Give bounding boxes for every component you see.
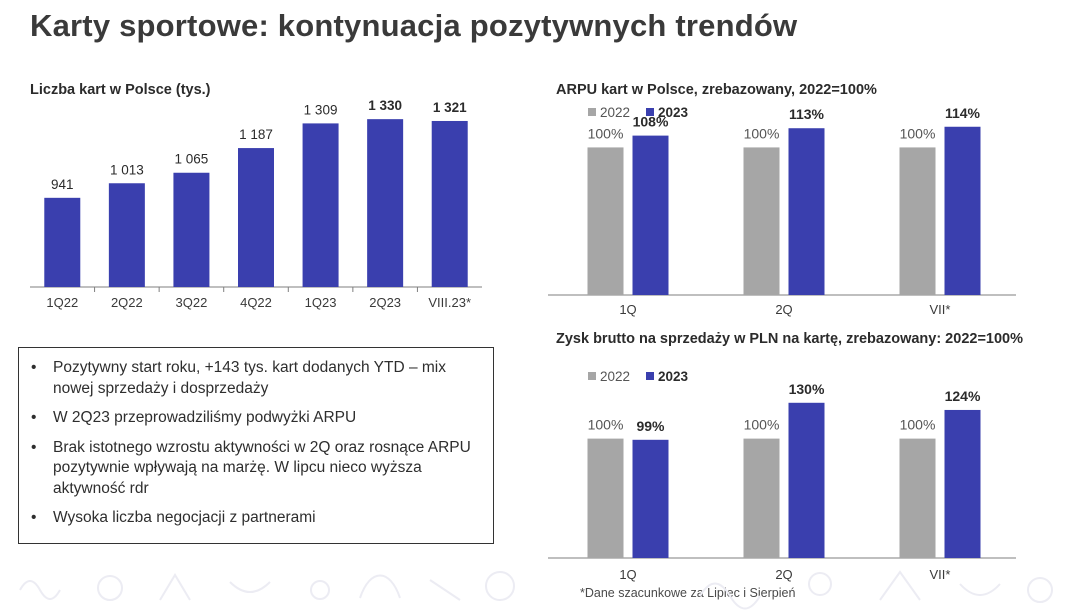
legend-label: 2022 xyxy=(600,105,630,120)
x-tick-label: VII* xyxy=(930,567,951,582)
data-label: 113% xyxy=(789,106,825,122)
bullet-item: • W 2Q23 przeprowadziliśmy podwyżki ARPU xyxy=(31,408,479,429)
chart-title-cards: Liczba kart w Polsce (tys.) xyxy=(30,82,211,98)
x-tick-label: 1Q23 xyxy=(305,295,337,310)
bar-2022-2Q xyxy=(743,147,780,295)
bar-cards-1Q22 xyxy=(44,197,81,287)
data-label: 1 187 xyxy=(239,127,273,142)
legend-label: 2023 xyxy=(658,369,689,384)
x-tick-label: VIII.23* xyxy=(428,295,471,310)
bullet-icon: • xyxy=(31,509,37,526)
footnote: *Dane szacunkowe za Lipiec i Sierpień xyxy=(580,586,796,600)
bar-cards-4Q22 xyxy=(238,148,274,287)
bullet-item: • Brak istotnego wzrostu aktywności w 2Q … xyxy=(31,438,479,500)
legend-swatch-2022 xyxy=(588,372,596,380)
data-label: 99% xyxy=(636,418,665,434)
legend-swatch-2022 xyxy=(588,108,596,116)
bar-cards-2Q23 xyxy=(367,119,404,288)
page-title: Karty sportowe: kontynuacja pozytywnych … xyxy=(30,8,798,43)
bar-2022-VII* xyxy=(899,147,936,295)
data-label: 1 321 xyxy=(433,100,467,115)
data-label: 100% xyxy=(588,417,624,433)
legend-label: 2023 xyxy=(658,105,689,120)
x-tick-label: 2Q xyxy=(775,302,792,317)
bar-2023-VII* xyxy=(944,409,981,558)
data-label: 941 xyxy=(51,177,74,192)
bar-2023-1Q xyxy=(632,135,669,295)
data-label: 100% xyxy=(744,417,780,433)
bullet-text: Brak istotnego wzrostu aktywności w 2Q o… xyxy=(53,438,471,497)
bullet-text: Wysoka liczba negocjacji z partnerami xyxy=(53,509,316,526)
data-label: 100% xyxy=(744,125,780,141)
data-label: 124% xyxy=(945,388,981,404)
data-label: 100% xyxy=(900,417,936,433)
bullet-icon: • xyxy=(31,438,37,456)
x-tick-label: 4Q22 xyxy=(240,295,272,310)
bar-cards-1Q23 xyxy=(302,123,339,287)
data-label: 100% xyxy=(900,125,936,141)
decorative-pattern xyxy=(19,570,1053,610)
data-label: 108% xyxy=(633,114,669,130)
data-label: 1 309 xyxy=(304,102,338,117)
data-label: 1 013 xyxy=(110,162,144,177)
x-tick-label: 3Q22 xyxy=(176,295,208,310)
legend-swatch-2023 xyxy=(646,108,654,116)
bullet-text: Pozytywny start roku, +143 tys. kart dod… xyxy=(53,359,446,397)
bullet-item: • Wysoka liczba negocjacji z partnerami xyxy=(31,508,479,529)
bar-2023-1Q xyxy=(632,439,669,558)
bar-2023-2Q xyxy=(788,402,825,558)
bar-cards-3Q22 xyxy=(173,172,210,287)
legend-swatch-2023 xyxy=(646,372,654,380)
bullet-icon: • xyxy=(31,409,37,426)
x-tick-label: VII* xyxy=(930,302,951,317)
chart-title-gross-profit: Zysk brutto na sprzedaży w PLN na kartę,… xyxy=(556,331,1023,347)
bar-2023-2Q xyxy=(788,128,825,295)
key-points-box: • Pozytywny start roku, +143 tys. kart do… xyxy=(18,347,494,544)
data-label: 1 065 xyxy=(175,152,209,167)
bar-cards-VIII.23* xyxy=(431,120,468,287)
bar-2023-VII* xyxy=(944,126,981,295)
bar-2022-2Q xyxy=(743,438,780,558)
data-label: 1 330 xyxy=(368,98,402,113)
x-tick-label: 2Q22 xyxy=(111,295,143,310)
x-tick-label: 1Q xyxy=(619,567,636,582)
bar-2022-1Q xyxy=(587,147,624,295)
x-tick-label: 2Q xyxy=(775,567,792,582)
bar-2022-1Q xyxy=(587,438,624,558)
bullet-icon: • xyxy=(31,359,37,376)
bar-2022-VII* xyxy=(899,438,936,558)
x-tick-label: 1Q22 xyxy=(46,295,78,310)
data-label: 114% xyxy=(945,105,981,121)
data-label: 130% xyxy=(789,381,825,397)
legend-label: 2022 xyxy=(600,369,630,384)
chart-title-arpu: ARPU kart w Polsce, zrebazowany, 2022=10… xyxy=(556,82,877,98)
bar-cards-2Q22 xyxy=(108,183,145,287)
bullet-text: W 2Q23 przeprowadziliśmy podwyżki ARPU xyxy=(53,409,357,426)
data-label: 100% xyxy=(588,125,624,141)
bullet-item: • Pozytywny start roku, +143 tys. kart do… xyxy=(31,358,479,399)
x-tick-label: 1Q xyxy=(619,302,636,317)
x-tick-label: 2Q23 xyxy=(369,295,401,310)
